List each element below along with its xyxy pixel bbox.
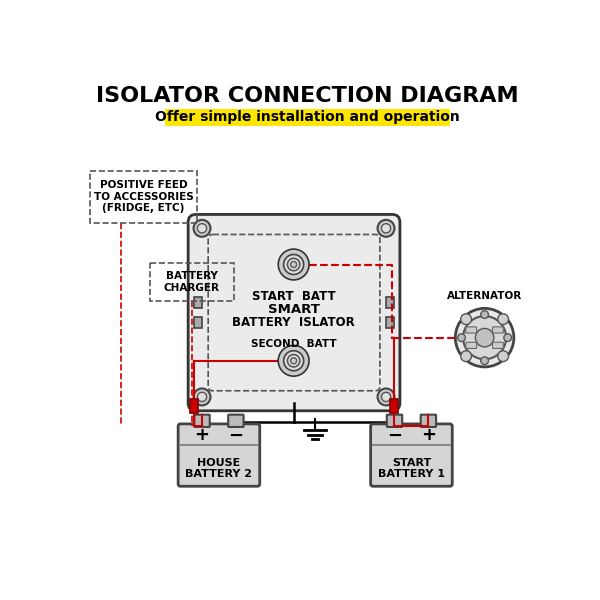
Circle shape xyxy=(475,328,494,347)
FancyBboxPatch shape xyxy=(188,214,400,411)
Text: −: − xyxy=(387,427,402,445)
Text: ISOLATOR CONNECTION DIAGRAM: ISOLATOR CONNECTION DIAGRAM xyxy=(96,86,519,106)
Text: ALTERNATOR: ALTERNATOR xyxy=(447,290,522,301)
Circle shape xyxy=(504,334,512,341)
FancyBboxPatch shape xyxy=(387,415,402,427)
Circle shape xyxy=(290,262,297,268)
FancyBboxPatch shape xyxy=(390,399,398,413)
Text: +: + xyxy=(194,427,209,445)
Circle shape xyxy=(278,249,309,280)
Text: SMART: SMART xyxy=(268,303,320,316)
Circle shape xyxy=(461,351,472,362)
Circle shape xyxy=(194,388,211,406)
Circle shape xyxy=(461,314,472,325)
Text: START  BATT: START BATT xyxy=(252,290,335,303)
Circle shape xyxy=(287,259,300,271)
FancyBboxPatch shape xyxy=(178,424,260,486)
FancyBboxPatch shape xyxy=(386,317,394,328)
FancyBboxPatch shape xyxy=(194,297,202,308)
Text: HOUSE
BATTERY 2: HOUSE BATTERY 2 xyxy=(185,458,253,479)
Circle shape xyxy=(382,392,391,401)
FancyBboxPatch shape xyxy=(466,327,476,333)
Circle shape xyxy=(377,220,395,237)
FancyBboxPatch shape xyxy=(493,342,503,349)
Circle shape xyxy=(377,388,395,406)
FancyBboxPatch shape xyxy=(228,415,244,427)
Circle shape xyxy=(290,358,297,364)
Text: BATTERY  ISLATOR: BATTERY ISLATOR xyxy=(232,316,355,329)
FancyBboxPatch shape xyxy=(190,399,198,413)
Circle shape xyxy=(284,351,304,371)
FancyBboxPatch shape xyxy=(194,415,210,427)
Text: Offer simple installation and operation: Offer simple installation and operation xyxy=(155,110,460,124)
Text: −: − xyxy=(229,427,244,445)
Text: POSITIVE FEED
TO ACCESSORIES
(FRIDGE, ETC): POSITIVE FEED TO ACCESSORIES (FRIDGE, ET… xyxy=(94,180,193,214)
FancyBboxPatch shape xyxy=(466,342,476,349)
Text: BATTERY
CHARGER: BATTERY CHARGER xyxy=(164,271,220,293)
Circle shape xyxy=(458,334,466,341)
Circle shape xyxy=(197,392,206,401)
FancyBboxPatch shape xyxy=(421,415,436,427)
Text: SECOND  BATT: SECOND BATT xyxy=(251,339,337,349)
FancyBboxPatch shape xyxy=(493,327,503,333)
Circle shape xyxy=(455,308,514,367)
Circle shape xyxy=(498,314,509,325)
Circle shape xyxy=(463,316,506,359)
Circle shape xyxy=(498,351,509,362)
Circle shape xyxy=(382,224,391,233)
Text: START
BATTERY 1: START BATTERY 1 xyxy=(378,458,445,479)
Circle shape xyxy=(278,346,309,376)
FancyBboxPatch shape xyxy=(371,424,452,486)
Circle shape xyxy=(287,355,300,367)
FancyBboxPatch shape xyxy=(165,109,450,126)
Circle shape xyxy=(481,311,488,319)
Circle shape xyxy=(481,357,488,365)
Circle shape xyxy=(197,224,206,233)
Circle shape xyxy=(194,220,211,237)
FancyBboxPatch shape xyxy=(386,297,394,308)
Circle shape xyxy=(284,254,304,275)
Text: +: + xyxy=(421,427,436,445)
FancyBboxPatch shape xyxy=(194,317,202,328)
